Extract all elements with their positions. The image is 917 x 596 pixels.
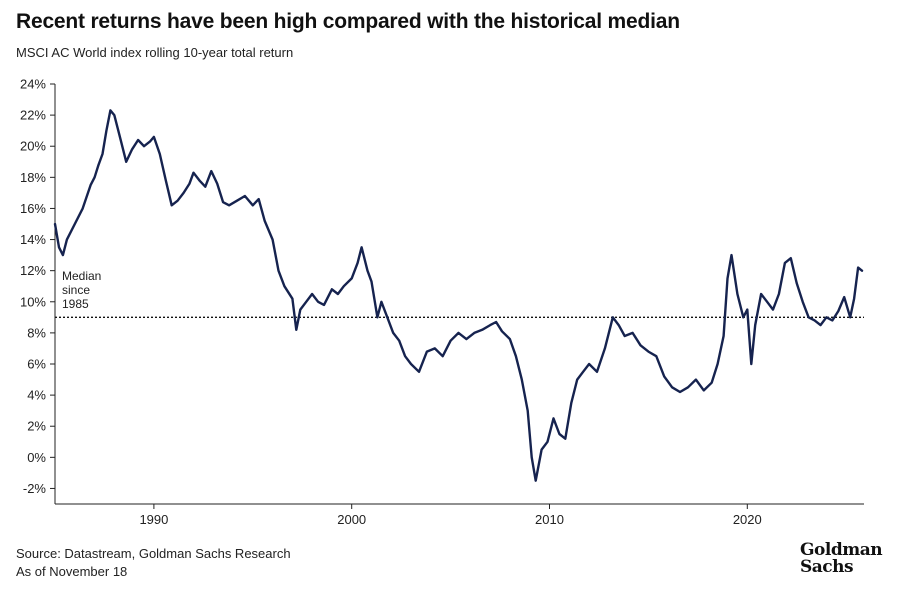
series-layer <box>53 109 864 482</box>
x-axis: 1990 2000 2010 2020 <box>55 503 864 527</box>
y-tick-label: 14% <box>20 232 46 247</box>
series-line-1 <box>53 109 864 482</box>
y-tick-label: 8% <box>27 325 46 340</box>
median-label-line: 1985 <box>62 297 89 311</box>
y-tick-label: 0% <box>27 450 46 465</box>
y-axis: -2% 0% 2% 4% 6% 8% 10% 12% 14% 16% 18% 20% 22% 24% <box>20 77 56 504</box>
x-tick-label: 2020 <box>733 512 762 527</box>
y-tick-label: 10% <box>20 294 46 309</box>
median-reference: Median since 1985 <box>55 269 864 318</box>
median-label-line: since <box>62 283 90 297</box>
x-tick-label: 2010 <box>535 512 564 527</box>
median-label-line: Median <box>62 269 101 283</box>
chart-title: Recent returns have been high compared w… <box>16 10 680 33</box>
y-tick-label: 4% <box>27 388 46 403</box>
goldman-sachs-logo: Goldman Sachs <box>800 540 883 577</box>
chart-subtitle: MSCI AC World index rolling 10-year tota… <box>16 45 294 60</box>
y-tick-label: 16% <box>20 201 46 216</box>
y-tick-label: 2% <box>27 419 46 434</box>
x-tick-label: 2000 <box>337 512 366 527</box>
y-tick-label: 20% <box>20 139 46 154</box>
logo-line-2: Sachs <box>800 557 854 577</box>
y-tick-label: 6% <box>27 357 46 372</box>
source-note: Source: Datastream, Goldman Sachs Resear… <box>16 546 291 561</box>
as-of-note: As of November 18 <box>16 564 128 579</box>
y-tick-label: 22% <box>20 108 46 123</box>
y-tick-label: 18% <box>20 170 46 185</box>
y-tick-label: -2% <box>23 481 47 496</box>
y-tick-label: 24% <box>20 77 46 92</box>
x-tick-label: 1990 <box>139 512 168 527</box>
y-tick-label: 12% <box>20 263 46 278</box>
logo-line-1: Goldman <box>800 540 883 560</box>
median-label: Median since 1985 <box>62 269 101 311</box>
